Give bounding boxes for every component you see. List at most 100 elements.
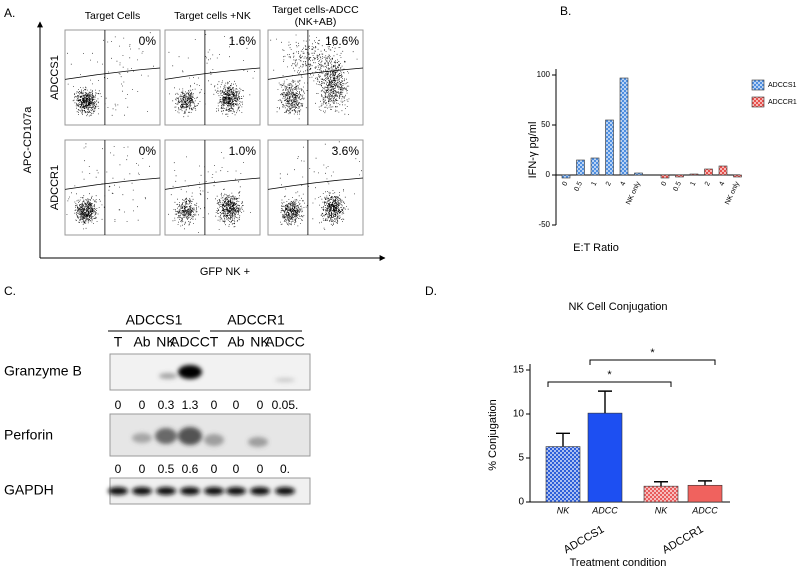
percentage: 3.6% — [332, 144, 360, 158]
bar — [718, 165, 728, 176]
bar — [689, 173, 699, 176]
x-tick-label: 2 — [605, 181, 613, 188]
percentage: 1.0% — [229, 144, 257, 158]
bar — [619, 77, 629, 176]
column-title: (NK+AB) — [295, 16, 337, 28]
panel-label: C. — [4, 284, 16, 298]
quadrant-line — [267, 177, 364, 190]
chart-title: NK Cell Conjugation — [568, 301, 667, 313]
bar — [605, 119, 614, 176]
group-label: ADCCR1 — [660, 523, 705, 556]
flow-plot — [64, 29, 161, 126]
quantification: 1.3 — [182, 398, 199, 412]
bar — [587, 412, 623, 503]
x-tick-label: 2 — [704, 181, 712, 188]
band — [159, 373, 177, 379]
bar — [733, 174, 742, 178]
bar — [687, 484, 723, 503]
significance-label: * — [650, 347, 655, 359]
y-axis-label: % Conjugation — [487, 399, 499, 471]
axis-label: APC-CD107a — [22, 106, 34, 174]
bar — [643, 485, 679, 503]
panel-label: A. — [4, 6, 15, 20]
error-bar — [654, 481, 668, 487]
quantification: 0.05. — [272, 398, 299, 412]
blot-strip — [109, 353, 311, 391]
lane-label: ADCC — [265, 334, 305, 350]
group-label: ADCCR1 — [227, 312, 285, 328]
flow-plot — [267, 139, 364, 236]
column-title: Target cells +NK — [174, 10, 251, 22]
quantification: 0 — [139, 398, 146, 412]
x-tick-label: 1 — [689, 181, 697, 188]
quantification: 0 — [211, 462, 218, 476]
column-title: Target Cells — [85, 10, 140, 22]
quantification: 0.6 — [182, 462, 199, 476]
legend-swatch — [751, 79, 765, 91]
bar — [561, 174, 571, 179]
x-tick-label: NK only — [724, 180, 741, 206]
band — [132, 487, 152, 495]
quantification: 0. — [280, 462, 290, 476]
error-bar — [698, 480, 712, 486]
bar — [660, 174, 670, 179]
percentage: 0% — [139, 34, 157, 48]
lane-label: NK — [156, 334, 176, 350]
row-label: ADCCR1 — [49, 165, 61, 210]
flow-events — [279, 141, 362, 230]
quantification: 0.3 — [158, 398, 175, 412]
y-tick-label: 5 — [518, 453, 524, 464]
quadrant-line — [64, 177, 161, 190]
band — [178, 365, 202, 379]
blot-row-label: GAPDH — [4, 482, 54, 498]
panel-label: D. — [425, 284, 437, 298]
significance-label: * — [607, 369, 612, 381]
legend-label: ADCCR1 — [768, 99, 797, 106]
x-tick-label: NK — [655, 505, 668, 515]
x-axis-label: E:T Ratio — [573, 242, 619, 254]
band — [248, 437, 268, 447]
bar — [704, 168, 713, 176]
x-axis-label: Treatment condition — [570, 557, 667, 569]
bar — [675, 174, 684, 178]
lane-label: Ab — [133, 334, 150, 350]
y-tick-label: 100 — [537, 70, 551, 79]
quantification: 0 — [115, 398, 122, 412]
significance-bracket — [589, 359, 716, 365]
blot-row-label: Granzyme B — [4, 363, 82, 379]
legend-swatch — [751, 96, 765, 108]
band — [156, 487, 176, 495]
flow-events — [66, 143, 151, 230]
x-tick-label: 0 — [561, 181, 569, 188]
flow-plot — [164, 139, 261, 236]
x-tick-label: ADCC — [691, 505, 718, 515]
x-tick-label: NK — [557, 505, 570, 515]
blot-bands — [108, 365, 295, 495]
panel-label: B. — [560, 4, 571, 18]
error-bar — [556, 432, 570, 447]
lane-label: T — [210, 334, 219, 350]
quantification: 0 — [233, 398, 240, 412]
bar — [590, 157, 600, 176]
x-tick-label: 4 — [718, 181, 726, 188]
band — [275, 378, 295, 382]
bar — [576, 159, 585, 176]
band — [178, 427, 202, 445]
x-tick-label: ADCC — [591, 505, 618, 515]
percentage: 16.6% — [325, 34, 359, 48]
legend-label: ADCCS1 — [768, 82, 797, 89]
column-title: Target cells-ADCC — [272, 4, 359, 16]
flow-plot — [267, 29, 364, 126]
flow-events — [168, 152, 251, 233]
x-tick-label: NK only — [625, 180, 642, 206]
y-axis-label: IFN-γ pg/ml — [527, 122, 539, 179]
y-tick-label: -50 — [538, 220, 550, 229]
row-label: ADCCS1 — [49, 55, 61, 100]
band — [204, 434, 224, 446]
y-tick-label: 0 — [518, 497, 524, 508]
lane-label: ADCC — [170, 334, 210, 350]
x-tick-label: 0.5 — [673, 181, 684, 193]
quantification: 0 — [211, 398, 218, 412]
quadrant-line — [164, 67, 261, 80]
x-tick-label: 0 — [660, 181, 668, 188]
